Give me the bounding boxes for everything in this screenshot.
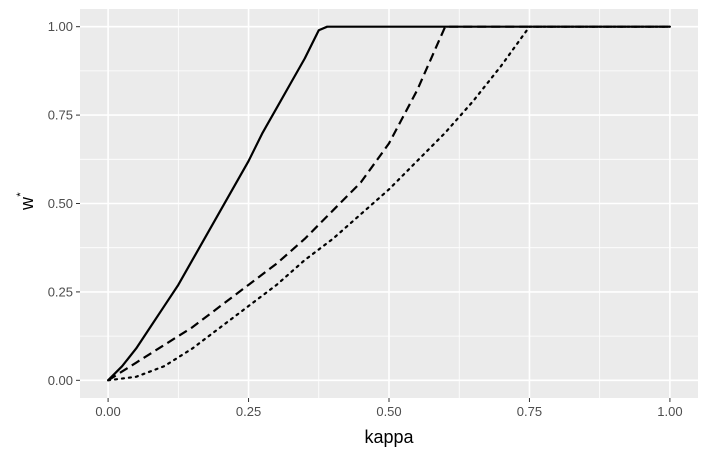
series-layer (106, 25, 672, 382)
y-axis-title-group: w * (15, 192, 37, 211)
series-line-dashed (107, 25, 670, 382)
y-tick-label: 1.00 (48, 19, 73, 34)
y-tick-label: 0.25 (48, 284, 73, 299)
y-axis: 0.00 0.25 0.50 0.75 1.00 (48, 19, 80, 388)
y-axis-title: w (17, 196, 37, 211)
x-tick-label: 0.00 (95, 404, 120, 419)
x-tick-label: 0.50 (376, 404, 401, 419)
x-tick-label: 1.00 (657, 404, 682, 419)
y-tick-label: 0.75 (48, 108, 73, 123)
series-line-dotted (106, 25, 672, 382)
x-axis: 0.00 0.25 0.50 0.75 1.00 (95, 398, 683, 419)
grid-major (80, 9, 698, 398)
x-tick-label: 0.25 (236, 404, 261, 419)
x-axis-title: kappa (364, 427, 414, 447)
y-tick-label: 0.00 (48, 373, 73, 388)
x-tick-label: 0.75 (517, 404, 542, 419)
y-axis-title-superscript: * (15, 192, 27, 197)
y-tick-label: 0.50 (48, 196, 73, 211)
